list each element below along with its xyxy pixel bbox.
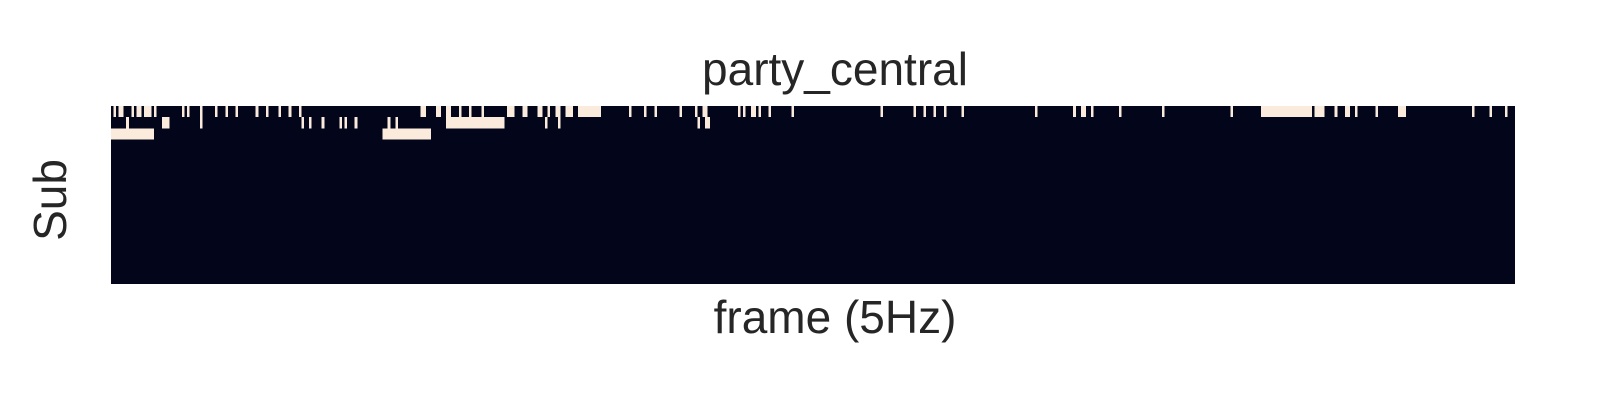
heatmap-cell-run: [565, 106, 574, 118]
heatmap-cell-run: [118, 106, 124, 118]
heatmap-cell-run: [113, 106, 117, 118]
heatmap-cell-run: [1035, 106, 1038, 118]
heatmap-cell-run: [154, 106, 157, 118]
heatmap-cell-run: [1355, 106, 1358, 118]
heatmap-cell-run: [136, 106, 142, 118]
heatmap-cell-run: [1162, 106, 1165, 118]
heatmap-cell-run: [187, 106, 190, 118]
heatmap-cell-run: [880, 106, 883, 118]
heatmap-cell-run: [420, 106, 426, 118]
heatmap-cell-run: [301, 117, 304, 129]
heatmap-cell-run: [705, 117, 711, 129]
heatmap-cell-run: [131, 106, 134, 118]
heatmap-cell-run: [1080, 106, 1086, 118]
heatmap-row-0: [113, 106, 1508, 118]
heatmap-cell-run: [344, 117, 348, 129]
heatmap-cell-run: [654, 106, 657, 118]
heatmap-cell-run: [537, 106, 543, 118]
heatmap-cell-run: [1471, 106, 1475, 118]
heatmap-cell-run: [913, 106, 916, 118]
heatmap-cell-run: [758, 106, 761, 118]
heatmap-cell-run: [644, 106, 647, 118]
heatmap-cell-run: [522, 106, 528, 118]
heatmap-cell-run: [309, 117, 312, 129]
heatmap-cell-run: [1375, 106, 1378, 118]
heatmap-cell-run: [387, 117, 391, 129]
heatmap-cell-run: [961, 106, 965, 118]
heatmap-cell-run: [750, 106, 756, 118]
heatmap-cell-run: [235, 106, 238, 118]
heatmap-cell-run: [743, 106, 746, 118]
y-axis-label: Sub: [24, 159, 76, 241]
heatmap-cell-run: [1344, 106, 1350, 118]
heatmap-cell-run: [458, 106, 462, 118]
heatmap-cell-run: [395, 117, 398, 129]
heatmap-cell-run: [1489, 106, 1493, 118]
heatmap-cell-run: [1073, 106, 1076, 118]
heatmap-cell-run: [144, 106, 152, 118]
heatmap-row-2: [111, 128, 431, 140]
heatmap-cell-run: [446, 106, 452, 118]
heatmap-cell-run: [199, 117, 203, 129]
heatmap-cell-run: [288, 106, 292, 118]
heatmap-cell-run: [111, 128, 155, 140]
heatmap-cell-run: [1504, 106, 1508, 118]
heatmap-cell-run: [547, 106, 551, 118]
heatmap-cell-run: [468, 106, 472, 118]
heatmap-cell-run: [555, 106, 561, 118]
heatmap-cell-run: [791, 106, 794, 118]
heatmap-cell-run: [321, 117, 325, 129]
heatmap-cell-run: [1334, 106, 1338, 118]
heatmap-cell-run: [923, 106, 926, 118]
heatmap-cell-run: [738, 106, 741, 118]
heatmap-cell-run: [1261, 106, 1312, 118]
heatmap-background: [111, 106, 1515, 284]
heatmap-cell-run: [126, 117, 129, 129]
chart-title: party_central: [702, 43, 968, 95]
heatmap-plot-area: [111, 106, 1515, 284]
heatmap-cell-run: [481, 106, 485, 118]
heatmap-cell-run: [702, 106, 708, 118]
x-axis-label: frame (5Hz): [713, 291, 957, 343]
heatmap-cell-run: [1091, 106, 1094, 118]
heatmap-cell-run: [578, 106, 602, 118]
heatmap-cell-run: [215, 106, 218, 118]
heatmap-cell-run: [199, 106, 203, 118]
heatmap-cell-run: [435, 106, 442, 118]
heatmap-cell-run: [1398, 106, 1406, 118]
heatmap-cell-run: [225, 106, 228, 118]
heatmap-cell-run: [694, 106, 698, 118]
heatmap-cell-run: [339, 117, 343, 129]
heatmap-cell-run: [557, 117, 561, 129]
heatmap-row-1: [126, 117, 711, 129]
heatmap-cell-run: [545, 117, 548, 129]
heatmap-cell-run: [278, 106, 282, 118]
heatmap-cell-run: [1118, 106, 1122, 118]
heatmap-cell-run: [265, 106, 269, 118]
heatmap-cell-run: [1230, 106, 1234, 118]
heatmap-cell-run: [933, 106, 937, 118]
heatmap-cell-run: [182, 106, 185, 118]
heatmap-cell-run: [446, 117, 505, 129]
heatmap-cell-run: [679, 106, 683, 118]
heatmap-cell-run: [255, 106, 259, 118]
heatmap-cell-run: [1314, 106, 1325, 118]
heatmap-cell-run: [507, 106, 515, 118]
heatmap-cell-run: [943, 106, 947, 118]
heatmap-cell-run: [161, 117, 170, 129]
heatmap-cell-run: [628, 106, 632, 118]
heatmap-cell-run: [697, 117, 701, 129]
heatmap-cell-run: [382, 128, 431, 140]
heatmap-cell-run: [768, 106, 772, 118]
heatmap-cell-run: [354, 117, 358, 129]
heatmap-cell-run: [298, 106, 302, 118]
